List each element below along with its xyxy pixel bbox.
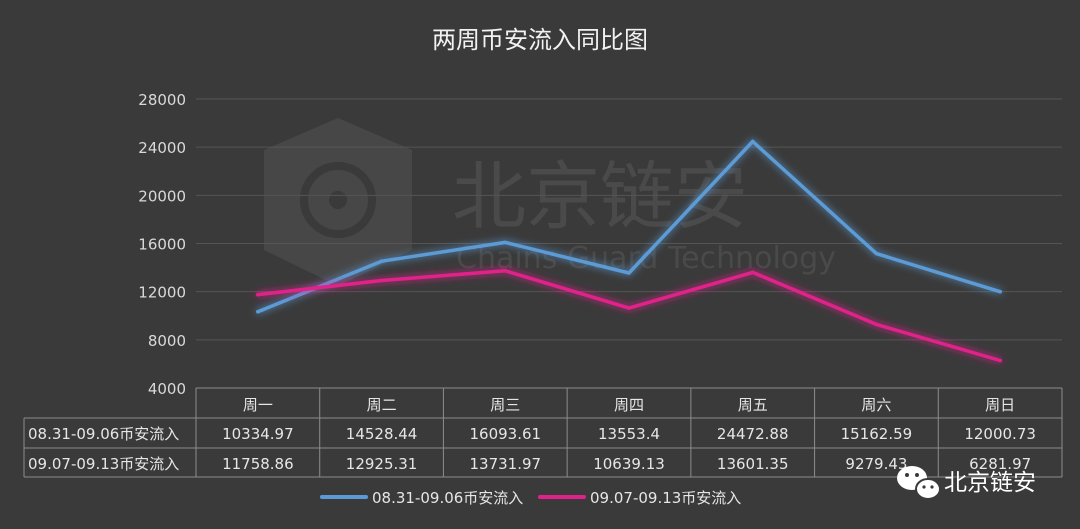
- legend-label-series-1: 08.31-09.06币安流入: [372, 489, 523, 507]
- data-label: 11758.86: [222, 455, 294, 473]
- series-lines: [256, 139, 1002, 363]
- x-tick-label: 周六: [861, 396, 891, 414]
- data-point: [874, 322, 879, 327]
- data-label: 16093.61: [469, 425, 541, 443]
- data-point: [379, 259, 384, 264]
- data-label: 10639.13: [593, 455, 665, 473]
- y-tick-label: 24000: [138, 139, 186, 157]
- data-label: 6281.97: [969, 455, 1031, 473]
- table-row-label: 08.31-09.06币安流入: [28, 425, 179, 443]
- brand-badge: 北京链安: [897, 466, 1036, 500]
- table-row-label: 09.07-09.13币安流入: [28, 455, 179, 473]
- legend-label-series-2: 09.07-09.13币安流入: [590, 489, 741, 507]
- data-point: [627, 306, 631, 310]
- data-label: 14528.44: [346, 425, 418, 443]
- data-label: 15162.59: [841, 425, 913, 443]
- y-tick-label: 16000: [138, 236, 186, 254]
- data-point: [503, 240, 508, 245]
- data-label: 10334.97: [222, 425, 294, 443]
- watermark-subtitle: Chains Guard Technology: [456, 241, 836, 276]
- data-point: [998, 289, 1002, 294]
- chart-title: 两周币安流入同比图: [432, 26, 648, 54]
- data-point: [627, 271, 631, 275]
- x-tick-label: 周一: [243, 396, 273, 414]
- legend: 08.31-09.06币安流入 09.07-09.13币安流入: [320, 489, 741, 507]
- y-axis-ticks: 28000 24000 20000 16000 12000 8000 4000: [138, 91, 186, 398]
- data-point: [750, 270, 755, 275]
- data-label: 12000.73: [964, 425, 1036, 443]
- x-tick-label: 周二: [367, 396, 397, 414]
- x-tick-label: 周日: [985, 396, 1015, 414]
- data-point: [750, 139, 755, 144]
- data-label: 24472.88: [717, 425, 789, 443]
- data-label: 13731.97: [469, 455, 541, 473]
- x-tick-label: 周五: [738, 396, 768, 414]
- y-tick-label: 4000: [148, 380, 186, 398]
- y-tick-label: 20000: [138, 187, 186, 205]
- data-point: [379, 278, 384, 283]
- data-point: [256, 292, 260, 297]
- x-tick-label: 周四: [614, 396, 644, 414]
- series-line-2: [256, 269, 1002, 363]
- x-tick-label: 周三: [490, 396, 520, 414]
- y-tick-label: 12000: [138, 284, 186, 302]
- brand-label: 北京链安: [944, 470, 1036, 496]
- y-tick-label: 28000: [138, 91, 186, 109]
- data-point: [256, 309, 260, 314]
- y-tick-label: 8000: [148, 332, 186, 350]
- data-label: 13601.35: [717, 455, 789, 473]
- grid-lines: [196, 98, 1062, 341]
- data-label: 12925.31: [346, 455, 418, 473]
- wechat-icon: [897, 466, 941, 500]
- data-point: [998, 358, 1002, 363]
- data-label: 13553.4: [598, 425, 660, 443]
- watermark-title: 北京链安: [452, 154, 748, 240]
- data-point: [874, 251, 879, 256]
- data-table: 周一 周二 周三 周四 周五 周六 周日 08.31-09.06币安流入 10334.97 145…: [23, 387, 1063, 478]
- data-label: 9279.43: [845, 455, 907, 473]
- data-point: [503, 269, 508, 273]
